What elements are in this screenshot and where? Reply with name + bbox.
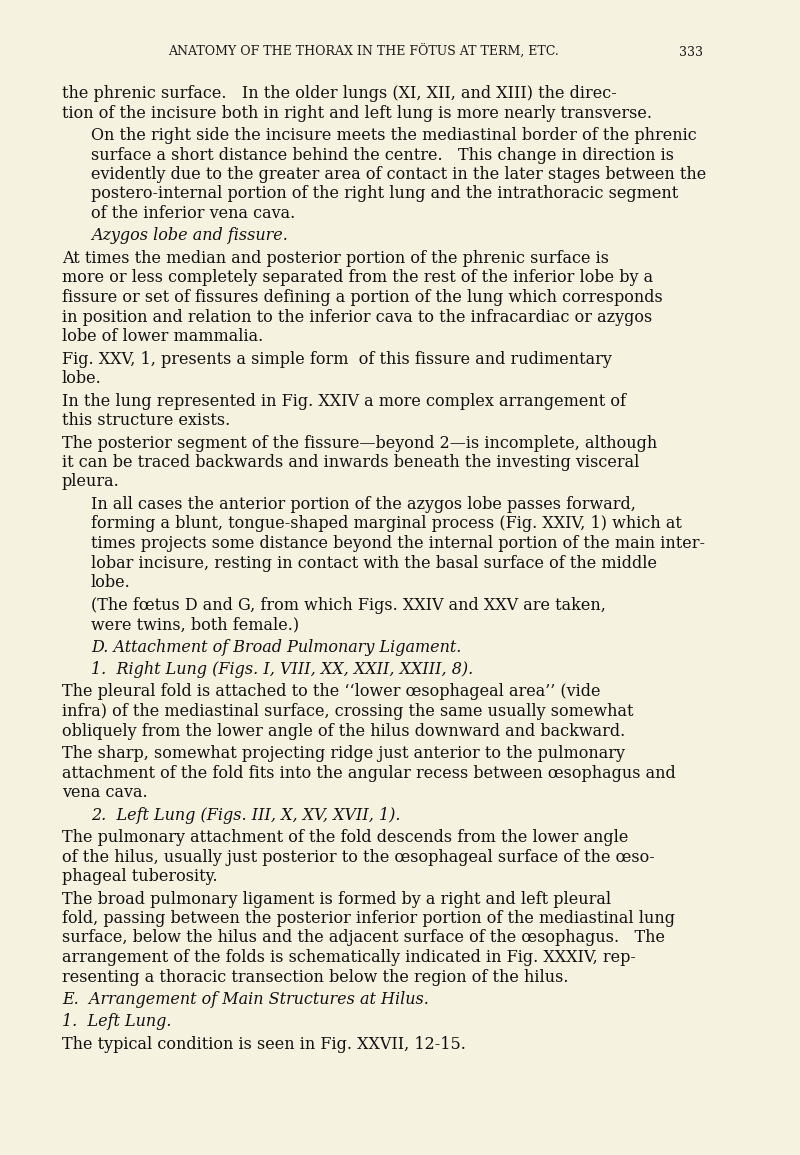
Text: The posterior segment of the fissure—beyond 2—is incomplete, although: The posterior segment of the fissure—bey… <box>62 434 657 452</box>
Text: (The fœtus D and G, from which Figs. XXIV and XXV are taken,: (The fœtus D and G, from which Figs. XXI… <box>91 596 606 613</box>
Text: In the lung represented in Fig. XXIV a more complex arrangement of: In the lung represented in Fig. XXIV a m… <box>62 393 626 410</box>
Text: E.  Arrangement of Main Structures at Hilus.: E. Arrangement of Main Structures at Hil… <box>62 991 429 1008</box>
Text: of the hilus, usually just posterior to the œsophageal surface of the œso-: of the hilus, usually just posterior to … <box>62 849 654 865</box>
Text: surface, below the hilus and the adjacent surface of the œsophagus.   The: surface, below the hilus and the adjacen… <box>62 930 665 946</box>
Text: obliquely from the lower angle of the hilus downward and backward.: obliquely from the lower angle of the hi… <box>62 723 625 739</box>
Text: ANATOMY OF THE THORAX IN THE FÖTUS AT TERM, ETC.: ANATOMY OF THE THORAX IN THE FÖTUS AT TE… <box>168 45 559 59</box>
Text: On the right side the incisure meets the mediastinal border of the phrenic: On the right side the incisure meets the… <box>91 127 697 144</box>
Text: more or less completely separated from the rest of the inferior lobe by a: more or less completely separated from t… <box>62 269 653 286</box>
Text: 2.  Left Lung (Figs. III, X, XV, XVII, 1).: 2. Left Lung (Figs. III, X, XV, XVII, 1)… <box>91 806 401 824</box>
Text: lobe of lower mammalia.: lobe of lower mammalia. <box>62 328 263 345</box>
Text: the phrenic surface.   In the older lungs (XI, XII, and XIII) the direc-: the phrenic surface. In the older lungs … <box>62 85 617 102</box>
Text: infra) of the mediastinal surface, crossing the same usually somewhat: infra) of the mediastinal surface, cross… <box>62 703 634 720</box>
Text: Azygos lobe and fissure.: Azygos lobe and fissure. <box>91 228 288 245</box>
Text: lobe.: lobe. <box>62 370 102 387</box>
Text: phageal tuberosity.: phageal tuberosity. <box>62 869 218 885</box>
Text: of the inferior vena cava.: of the inferior vena cava. <box>91 204 295 222</box>
Text: times projects some distance beyond the internal portion of the main inter-: times projects some distance beyond the … <box>91 535 705 552</box>
Text: Fig. XXV, 1, presents a simple form  of this fissure and rudimentary: Fig. XXV, 1, presents a simple form of t… <box>62 350 612 367</box>
Text: lobar incisure, resting in contact with the basal surface of the middle: lobar incisure, resting in contact with … <box>91 554 657 572</box>
Text: in position and relation to the inferior cava to the infracardiac or azygos: in position and relation to the inferior… <box>62 308 652 326</box>
Text: forming a blunt, tongue-shaped marginal process (Fig. XXIV, 1) which at: forming a blunt, tongue-shaped marginal … <box>91 515 682 532</box>
Text: tion of the incisure both in right and left lung is more nearly transverse.: tion of the incisure both in right and l… <box>62 104 652 121</box>
Text: fissure or set of fissures defining a portion of the lung which corresponds: fissure or set of fissures defining a po… <box>62 289 662 306</box>
Text: The typical condition is seen in Fig. XXVII, 12-15.: The typical condition is seen in Fig. XX… <box>62 1036 466 1053</box>
Text: it can be traced backwards and inwards beneath the investing visceral: it can be traced backwards and inwards b… <box>62 454 639 471</box>
Text: were twins, both female.): were twins, both female.) <box>91 616 299 633</box>
Text: The pulmonary attachment of the fold descends from the lower angle: The pulmonary attachment of the fold des… <box>62 829 628 845</box>
Text: postero-internal portion of the right lung and the intrathoracic segment: postero-internal portion of the right lu… <box>91 186 678 202</box>
Text: fold, passing between the posterior inferior portion of the mediastinal lung: fold, passing between the posterior infe… <box>62 910 675 927</box>
Text: vena cava.: vena cava. <box>62 784 147 802</box>
Text: evidently due to the greater area of contact in the later stages between the: evidently due to the greater area of con… <box>91 166 706 182</box>
Text: In all cases the anterior portion of the azygos lobe passes forward,: In all cases the anterior portion of the… <box>91 495 636 513</box>
Text: 1.  Right Lung (Figs. I, VIII, XX, XXII, XXIII, 8).: 1. Right Lung (Figs. I, VIII, XX, XXII, … <box>91 661 473 678</box>
Text: The broad pulmonary ligament is formed by a right and left pleural: The broad pulmonary ligament is formed b… <box>62 891 611 908</box>
Text: this structure exists.: this structure exists. <box>62 412 230 429</box>
Text: The pleural fold is attached to the ‘‘lower œsophageal area’’ (vide: The pleural fold is attached to the ‘‘lo… <box>62 684 600 700</box>
Text: resenting a thoracic transection below the region of the hilus.: resenting a thoracic transection below t… <box>62 969 568 985</box>
Text: 1.  Left Lung.: 1. Left Lung. <box>62 1013 171 1030</box>
Text: 333: 333 <box>679 45 703 59</box>
Text: lobe.: lobe. <box>91 574 130 591</box>
Text: pleura.: pleura. <box>62 474 119 491</box>
Text: attachment of the fold fits into the angular recess between œsophagus and: attachment of the fold fits into the ang… <box>62 765 675 782</box>
Text: surface a short distance behind the centre.   This change in direction is: surface a short distance behind the cent… <box>91 147 674 164</box>
Text: D. Attachment of Broad Pulmonary Ligament.: D. Attachment of Broad Pulmonary Ligamen… <box>91 639 462 656</box>
Text: At times the median and posterior portion of the phrenic surface is: At times the median and posterior portio… <box>62 249 609 267</box>
Text: arrangement of the folds is schematically indicated in Fig. XXXIV, rep-: arrangement of the folds is schematicall… <box>62 949 636 966</box>
Text: The sharp, somewhat projecting ridge just anterior to the pulmonary: The sharp, somewhat projecting ridge jus… <box>62 745 625 762</box>
